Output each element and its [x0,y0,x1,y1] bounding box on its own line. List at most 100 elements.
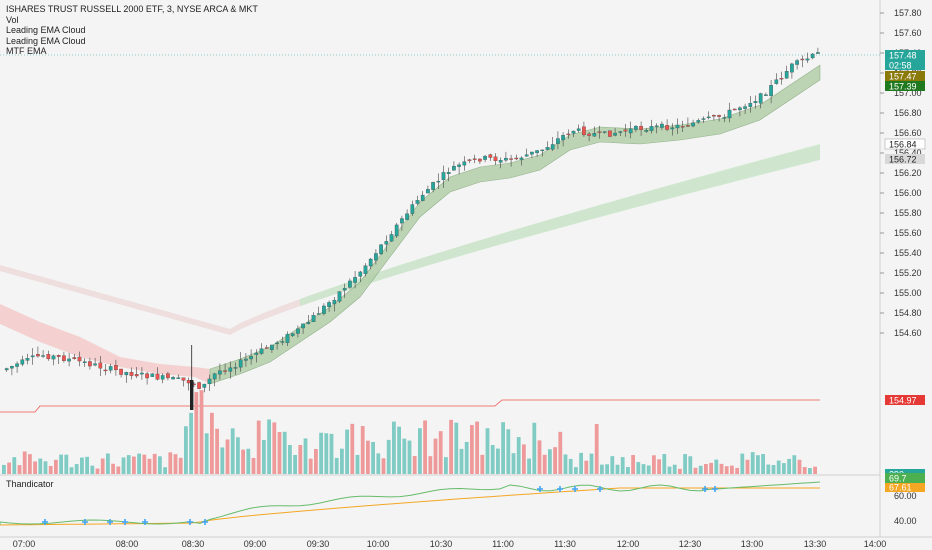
time-tick-label: 08:30 [182,539,205,549]
candle-body [176,377,181,379]
volume-bar [95,468,100,474]
volume-bar [745,459,750,474]
candle-body [41,355,45,357]
volume-bar [251,457,256,474]
volume-bar [132,456,136,474]
price-tag-label: 154.97 [889,396,917,406]
candle-body [712,115,716,117]
price-tag: 156.84 [884,138,926,150]
indicator-cross-marker [712,486,718,492]
volume-bar [230,428,235,474]
candle-body [587,133,591,136]
volume-bar [152,453,157,474]
candle-body [212,373,217,380]
price-tag-bg [885,473,925,483]
time-tick-label: 13:30 [804,539,827,549]
volume-bar [340,448,344,474]
candle-body [602,131,607,133]
volume-bar [28,454,32,474]
volume-bar [636,462,641,474]
candle-body [410,204,415,214]
volume-bar [314,449,318,474]
indicator-label[interactable]: Thandicator [6,479,54,489]
volume-bar [522,444,526,474]
price-tag-bg [884,138,926,150]
volume-bar [527,458,531,474]
time-tick-label: 11:30 [554,539,576,549]
price-tag-label: 157.47 [889,72,917,82]
candle-body [134,374,139,377]
candle-body [264,347,269,349]
candle-body [25,358,30,361]
volume-bar [761,454,765,474]
candle-body [701,118,706,120]
price-tag-label: 157.39 [889,82,917,92]
candle-body [218,370,222,375]
time-tick-label: 11:00 [492,539,514,549]
volume-bar [532,422,537,474]
volume-bar [282,431,287,474]
candle-body [358,271,363,277]
candle-body [394,224,399,237]
price-tag-label: 67.61 [889,483,912,493]
candle-body [535,150,539,154]
candle-body [244,358,248,361]
candle-body [181,377,186,381]
legend-item-ema-cloud-1[interactable]: Leading EMA Cloud [6,25,86,35]
legend-item-ema-cloud-2[interactable]: Leading EMA Cloud [6,35,86,46]
time-tick-label: 12:00 [617,539,640,549]
volume-bar [813,466,817,474]
volume-bar [350,423,355,474]
candle-body [119,368,123,375]
volume-bar [750,452,755,474]
candle-body [332,299,337,305]
volume-bar [511,453,516,474]
candle-body [613,132,617,136]
indicator-cross-marker [702,486,708,492]
price-tick-label: 155.60 [894,228,922,238]
candles-group [4,47,820,410]
volume-bar [38,458,43,474]
volume-bar [225,439,230,474]
candle-body [769,85,773,96]
price-tick-label: 155.20 [894,268,922,278]
volume-bar [433,438,438,474]
candle-body [498,160,503,163]
volume-bar [594,424,599,474]
price-tick-label: 155.00 [894,288,922,298]
volume-bar [355,454,360,474]
volume-bar [2,464,6,474]
volume-bar [605,464,609,474]
volume-bar [168,452,173,474]
candle-body [322,305,326,314]
legend-item-vol[interactable]: Vol [6,14,19,25]
volume-bar [147,458,152,474]
candle-body [618,131,623,133]
legend-item-mtf-ema[interactable]: MTF EMA [6,46,47,56]
candle-body [337,291,342,302]
volume-bar [80,457,84,474]
volume-bar [678,468,682,474]
time-tick-label: 08:00 [116,539,139,549]
volume-bar [293,454,297,474]
candle-body [758,93,763,104]
volume-bar [54,459,58,474]
indicator-cross-marker [82,519,88,525]
volume-bar [64,454,69,474]
price-tag: 154.97 [885,395,925,406]
volume-bar [366,440,370,474]
volume-bar [210,412,214,474]
indicator-cross-marker [572,486,578,492]
volume-bar [69,467,74,474]
indicator-cross-marker [557,486,563,492]
candle-body [140,372,144,375]
candle-body [389,234,394,242]
volume-bar [100,458,105,474]
price-tick-label: 154.80 [894,308,922,318]
volume-bar [496,448,500,474]
candle-body [545,147,550,150]
candle-body [202,383,207,388]
price-tick-label: 156.40 [894,148,922,158]
volume-bar [792,455,797,474]
